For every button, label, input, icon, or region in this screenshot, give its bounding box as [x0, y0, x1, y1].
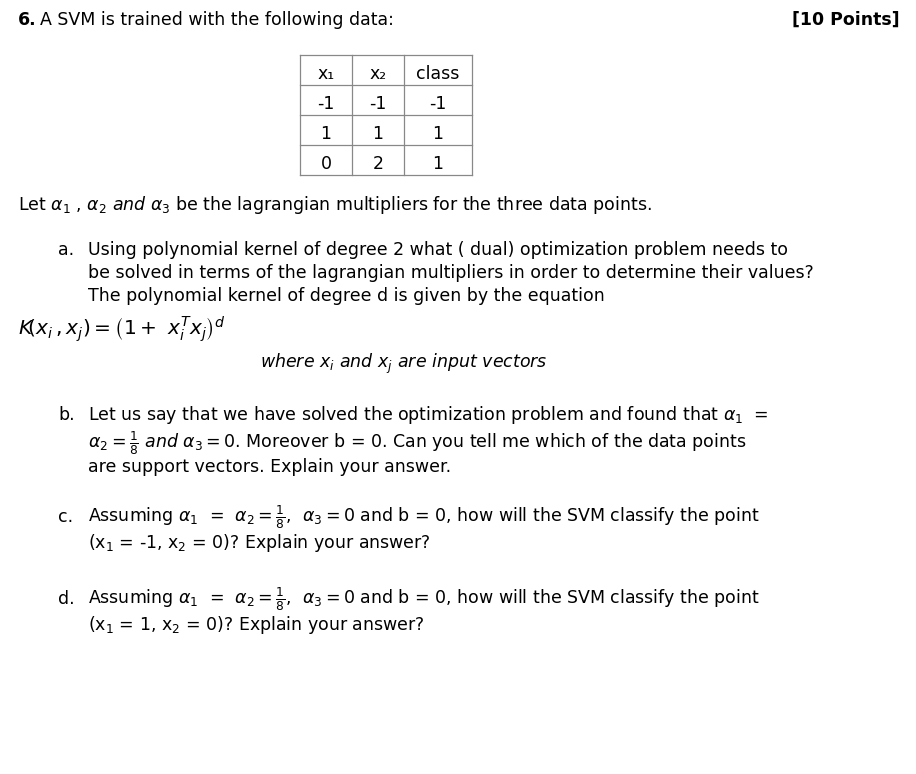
Text: $\mathit{where\ } x_i \mathit{\ and\ } x_j \mathit{\ are\ input\ vectors}$: $\mathit{where\ } x_i \mathit{\ and\ } x… [260, 352, 548, 376]
Text: -1: -1 [430, 95, 447, 113]
Text: are support vectors. Explain your answer.: are support vectors. Explain your answer… [88, 458, 451, 476]
Text: 1: 1 [321, 125, 332, 143]
Text: Let us say that we have solved the optimization problem and found that $\alpha_1: Let us say that we have solved the optim… [88, 404, 769, 426]
Text: x₂: x₂ [369, 65, 387, 83]
Text: 1: 1 [373, 125, 384, 143]
Text: 1: 1 [432, 125, 443, 143]
Text: $K\!\left(x_i\,,x_j\right) = \left(1+\ x_i^T x_j\right)^d$: $K\!\left(x_i\,,x_j\right) = \left(1+\ x… [18, 314, 225, 344]
Text: -1: -1 [369, 95, 387, 113]
Text: class: class [416, 65, 460, 83]
Text: 2: 2 [373, 155, 384, 173]
Text: x₁: x₁ [317, 65, 334, 83]
Text: Assuming $\alpha_1$  =  $\alpha_2 = \frac{1}{8}$,  $\alpha_3 = 0$ and b = 0, how: Assuming $\alpha_1$ = $\alpha_2 = \frac{… [88, 503, 759, 531]
Text: (x$_1$ = -1, x$_2$ = 0)? Explain your answer?: (x$_1$ = -1, x$_2$ = 0)? Explain your an… [88, 532, 431, 554]
Text: a.: a. [58, 241, 74, 259]
Text: A SVM is trained with the following data:: A SVM is trained with the following data… [40, 11, 394, 29]
Text: be solved in terms of the lagrangian multipliers in order to determine their val: be solved in terms of the lagrangian mul… [88, 264, 813, 282]
Text: The polynomial kernel of degree d is given by the equation: The polynomial kernel of degree d is giv… [88, 287, 605, 305]
Text: Let $\alpha_1$ , $\alpha_2$ $\it{and}$ $\alpha_3$ be the lagrangian multipliers : Let $\alpha_1$ , $\alpha_2$ $\it{and}$ $… [18, 194, 651, 216]
Text: Assuming $\alpha_1$  =  $\alpha_2 = \frac{1}{8}$,  $\alpha_3 = 0$ and b = 0, how: Assuming $\alpha_1$ = $\alpha_2 = \frac{… [88, 585, 759, 613]
Text: d.: d. [58, 590, 74, 608]
Text: 6.: 6. [18, 11, 37, 29]
Text: (x$_1$ = 1, x$_2$ = 0)? Explain your answer?: (x$_1$ = 1, x$_2$ = 0)? Explain your ans… [88, 614, 424, 636]
Text: [10 Points]: [10 Points] [792, 11, 900, 29]
Text: 0: 0 [321, 155, 332, 173]
Text: b.: b. [58, 406, 74, 424]
Text: $\alpha_2 = \frac{1}{8}$ $\mathit{and}$ $\alpha_3 = 0$. Moreover b = 0. Can you : $\alpha_2 = \frac{1}{8}$ $\mathit{and}$ … [88, 430, 747, 457]
Text: Using polynomial kernel of degree 2 what ( dual) optimization problem needs to: Using polynomial kernel of degree 2 what… [88, 241, 788, 259]
Text: 1: 1 [432, 155, 443, 173]
Text: -1: -1 [317, 95, 334, 113]
Text: c.: c. [58, 508, 73, 526]
